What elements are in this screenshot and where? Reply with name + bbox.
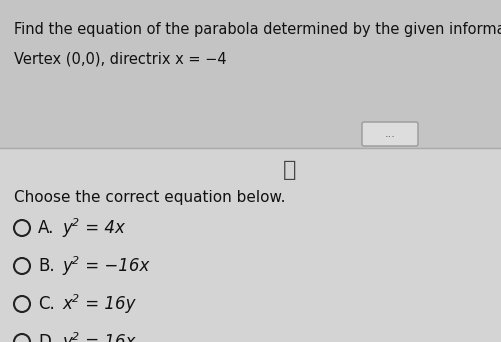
Text: 2: 2 [72, 218, 79, 228]
Text: Choose the correct equation below.: Choose the correct equation below. [14, 190, 286, 205]
Bar [0, 0, 501, 148]
FancyBboxPatch shape [362, 122, 418, 146]
Text: y: y [62, 257, 72, 275]
Text: Vertex (0,0), directrix x = −4: Vertex (0,0), directrix x = −4 [14, 52, 226, 67]
Text: B.: B. [38, 257, 55, 275]
Text: = −16x: = −16x [80, 257, 149, 275]
Text: ⤢: ⤢ [283, 160, 297, 180]
Text: A.: A. [38, 219, 55, 237]
Text: 2: 2 [72, 332, 79, 342]
Text: 2: 2 [72, 256, 79, 266]
Text: = 16x: = 16x [80, 333, 135, 342]
Text: x: x [62, 295, 72, 313]
Text: 2: 2 [72, 294, 79, 304]
Text: y: y [62, 219, 72, 237]
Text: = 4x: = 4x [80, 219, 125, 237]
Text: D.: D. [38, 333, 56, 342]
Text: C.: C. [38, 295, 55, 313]
Text: Find the equation of the parabola determined by the given information.: Find the equation of the parabola determ… [14, 22, 501, 37]
Text: ...: ... [385, 129, 395, 139]
Text: = 16y: = 16y [80, 295, 135, 313]
Text: y: y [62, 333, 72, 342]
